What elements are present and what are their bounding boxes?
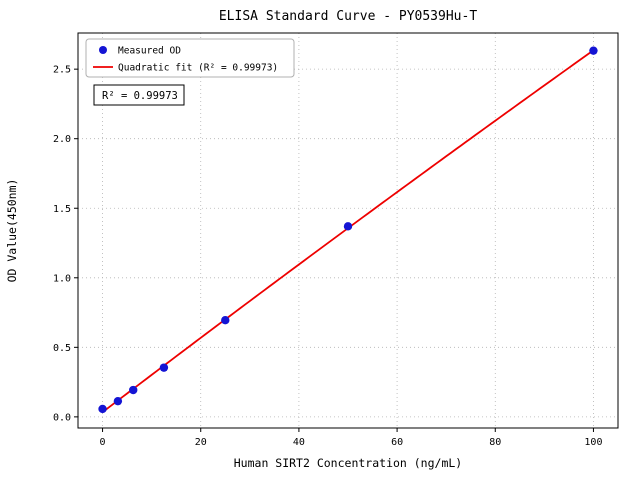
x-tick-label: 20 xyxy=(195,437,207,448)
y-tick-label: 0.5 xyxy=(53,343,71,354)
y-tick-label: 2.0 xyxy=(53,134,71,145)
x-axis-ticks: 0 20 40 60 80 100 xyxy=(100,428,602,448)
y-axis-ticks: 0.0 0.5 1.0 1.5 2.0 2.5 xyxy=(53,65,78,423)
data-point xyxy=(113,396,123,406)
y-tick-label: 2.5 xyxy=(53,65,71,76)
measured-od-points xyxy=(98,46,598,414)
legend-dot-marker xyxy=(99,46,107,54)
legend-label-quadratic-fit: Quadratic fit (R² = 0.99973) xyxy=(118,63,278,74)
data-point xyxy=(159,363,169,372)
x-tick-label: 40 xyxy=(293,437,305,448)
y-tick-label: 0.0 xyxy=(53,412,71,423)
legend-label-measured-od: Measured OD xyxy=(118,46,181,57)
r-squared-text: R² = 0.99973 xyxy=(102,90,178,102)
x-axis-label: Human SIRT2 Concentration (ng/mL) xyxy=(234,456,462,470)
legend: Measured OD Quadratic fit (R² = 0.99973) xyxy=(85,38,295,78)
data-point xyxy=(343,222,353,231)
x-tick-label: 100 xyxy=(584,437,602,448)
data-point xyxy=(589,46,598,55)
data-point xyxy=(98,404,107,414)
data-point xyxy=(129,385,138,395)
r-squared-annotation: R² = 0.99973 xyxy=(93,84,185,106)
plot-frame xyxy=(77,32,619,429)
y-tick-label: 1.5 xyxy=(53,204,71,215)
x-tick-label: 0 xyxy=(100,437,106,448)
chart-title: ELISA Standard Curve - PY0539Hu-T xyxy=(219,9,477,24)
y-axis-label: OD Value(450nm) xyxy=(5,179,19,283)
x-tick-label: 60 xyxy=(391,437,403,448)
x-tick-label: 80 xyxy=(489,437,501,448)
data-point xyxy=(221,316,230,325)
y-tick-label: 1.0 xyxy=(53,273,71,284)
